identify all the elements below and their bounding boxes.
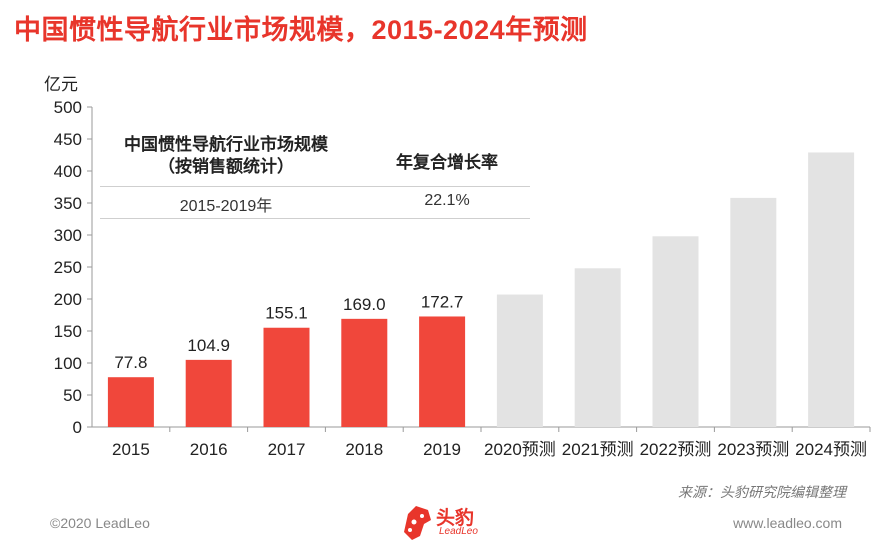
- bar-2019: [419, 316, 466, 427]
- value-label-2015: 77.8: [114, 353, 147, 372]
- y-tick-label: 350: [54, 194, 82, 213]
- y-tick-label: 500: [54, 98, 82, 117]
- y-tick-label: 50: [63, 386, 82, 405]
- source-note: 来源：头豹研究院编辑整理: [678, 484, 846, 500]
- chart-axes: 0 50 100 150 200 250 300 350 400 450 500: [54, 98, 871, 437]
- x-tick-label-2016: 2016: [190, 440, 228, 459]
- y-tick-label: 150: [54, 322, 82, 341]
- y-tick-label: 450: [54, 130, 82, 149]
- logo-name: 头豹: [436, 508, 475, 529]
- leadleo-logo: 头豹 LeadLeo: [400, 500, 500, 544]
- x-tick-label-2021预测: 2021预测: [562, 440, 634, 459]
- y-tick-label: 0: [73, 418, 82, 437]
- bar-2016: [185, 359, 232, 427]
- value-label-2019: 172.7: [421, 292, 464, 311]
- x-tick-label-2022预测: 2022预测: [640, 440, 712, 459]
- cagr-divider-bottom: [100, 218, 530, 219]
- y-tick-label: 300: [54, 226, 82, 245]
- x-tick-label-2019: 2019: [423, 440, 461, 459]
- cagr-rate: 22.1%: [424, 192, 470, 209]
- value-label-2018: 169.0: [343, 295, 386, 314]
- chart-bars: [107, 152, 855, 427]
- cagr-metric-header: 中国惯性导航行业市场规模（按销售额统计）: [124, 135, 328, 176]
- bar-2015: [107, 377, 154, 427]
- leopard-logo-icon: [404, 506, 431, 540]
- x-tick-label-2015: 2015: [112, 440, 150, 459]
- bar-2017: [263, 327, 310, 427]
- logo-sub: LeadLeo: [439, 526, 478, 537]
- chart-labels: 77.8 2015 104.9 2016 155.1 2017 169.0 2018 172.7…: [112, 292, 867, 459]
- x-tick-label-2017: 2017: [268, 440, 306, 459]
- bar-2020预测: [496, 294, 543, 427]
- value-label-2016: 104.9: [187, 336, 230, 355]
- bar-2024预测: [808, 152, 855, 427]
- x-tick-label-2024预测: 2024预测: [795, 440, 867, 459]
- cagr-rate-header: 年复合增长率: [396, 153, 498, 172]
- bar-2018: [341, 318, 388, 427]
- y-tick-label: 100: [54, 354, 82, 373]
- footer-website[interactable]: www.leadleo.com: [733, 515, 842, 531]
- bar-2023预测: [730, 197, 777, 427]
- bar-2021预测: [574, 268, 621, 427]
- y-tick-label: 250: [54, 258, 82, 277]
- x-tick-label-2018: 2018: [345, 440, 383, 459]
- value-label-2017: 155.1: [265, 304, 308, 323]
- footer-copyright: ©2020 LeadLeo: [50, 515, 150, 531]
- x-tick-label-2023预测: 2023预测: [717, 440, 789, 459]
- cagr-divider-top: [100, 186, 530, 187]
- bar-2022预测: [652, 236, 699, 427]
- cagr-period: 2015-2019年: [179, 198, 273, 215]
- page-title: 中国惯性导航行业市场规模，2015-2024年预测: [14, 15, 588, 45]
- y-tick-label: 400: [54, 162, 82, 181]
- y-tick-label: 200: [54, 290, 82, 309]
- x-tick-label-2020预测: 2020预测: [484, 440, 556, 459]
- y-axis-unit: 亿元: [44, 75, 78, 94]
